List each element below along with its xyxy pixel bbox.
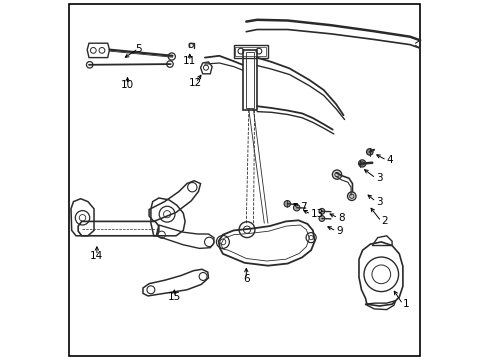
Text: 7: 7: [300, 202, 306, 212]
Text: 3: 3: [375, 197, 382, 207]
Circle shape: [318, 208, 324, 214]
Text: 10: 10: [121, 80, 134, 90]
Circle shape: [358, 160, 365, 167]
Text: 14: 14: [90, 251, 103, 261]
Text: 12: 12: [189, 78, 202, 88]
Circle shape: [284, 201, 290, 207]
Circle shape: [332, 170, 341, 179]
Text: 3: 3: [375, 173, 382, 183]
Circle shape: [318, 216, 324, 221]
Text: 11: 11: [183, 56, 196, 66]
Text: 9: 9: [336, 226, 342, 236]
Text: 2: 2: [381, 216, 387, 226]
Text: 15: 15: [167, 292, 181, 302]
Text: 5: 5: [135, 44, 142, 54]
Text: 8: 8: [337, 213, 344, 223]
Text: 13: 13: [310, 209, 324, 219]
Circle shape: [366, 149, 372, 155]
Circle shape: [347, 192, 355, 201]
Circle shape: [293, 204, 299, 211]
Text: 4: 4: [386, 155, 392, 165]
Text: 1: 1: [402, 299, 408, 309]
Text: 6: 6: [243, 274, 249, 284]
